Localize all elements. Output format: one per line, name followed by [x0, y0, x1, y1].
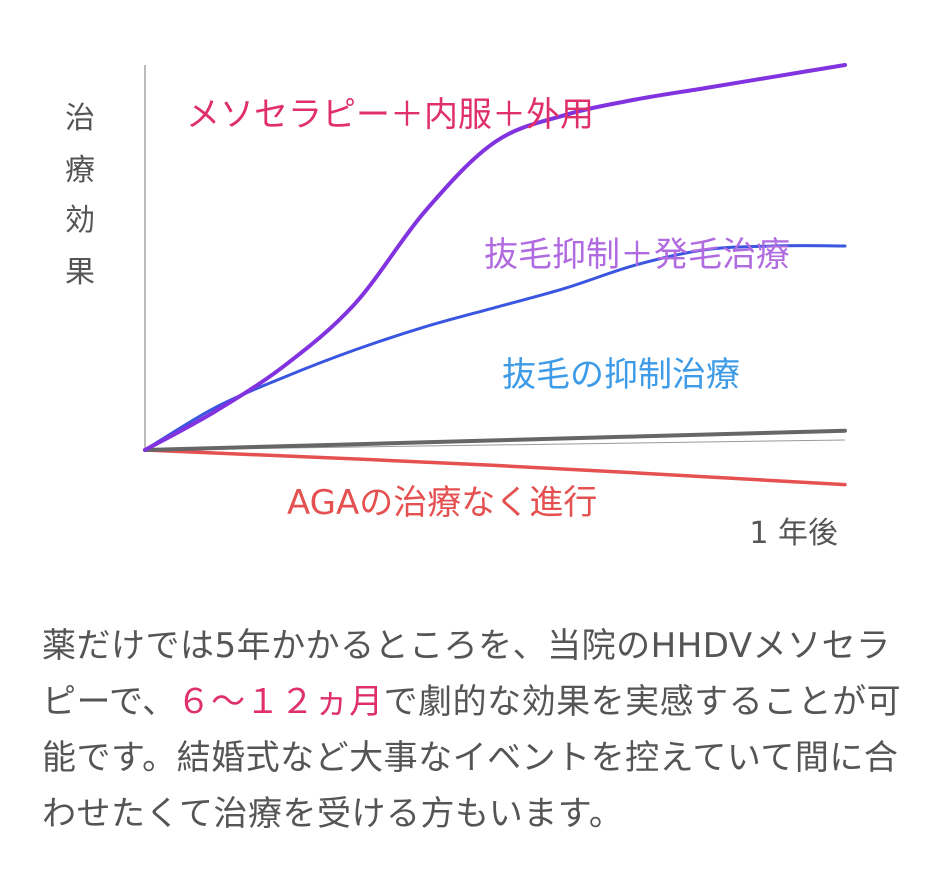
y-axis-title: 治 療 効 果 — [65, 101, 95, 290]
series-label-mesotherapy-combo: メソセラピー＋内服＋外用 — [186, 95, 594, 135]
x-axis-title: 1 年後 — [749, 516, 838, 551]
description-part1: 薬だけでは5年かかるところを、当院のHHDVメソセラピーで、 — [42, 626, 891, 722]
y-axis-title-char: 効 — [65, 203, 95, 238]
series-line-mesotherapy-combo — [143, 63, 847, 452]
y-axis-title-char: 果 — [65, 255, 95, 290]
series-line-suppression — [143, 428, 847, 452]
series-line-no-treatment — [143, 448, 847, 487]
description-text: 薬だけでは5年かかるところを、当院のHHDVメソセラピーで、６〜１２ヵ月で劇的な… — [42, 618, 922, 842]
series-label-suppression-growth: 抜毛抑制＋発毛治療 — [484, 235, 790, 275]
description-part2: で劇的な効果を実感することが可能です。結婚式など大事なイベントを控えていて間に合… — [42, 682, 902, 834]
series-label-suppression: 抜毛の抑制治療 — [502, 355, 740, 395]
y-axis-title-char: 治 — [65, 101, 95, 136]
treatment-effect-chart: 治 療 効 果 メソセラピー＋内服＋外用 抜毛抑制＋発毛治療 抜毛の抑制治療 A… — [65, 63, 847, 551]
series-label-no-treatment: AGAの治療なく進行 — [287, 483, 597, 523]
series-line-suppression-growth — [143, 244, 847, 452]
description-highlight: ６〜１２ヵ月 — [176, 682, 384, 722]
y-axis-title-char: 療 — [65, 153, 95, 188]
